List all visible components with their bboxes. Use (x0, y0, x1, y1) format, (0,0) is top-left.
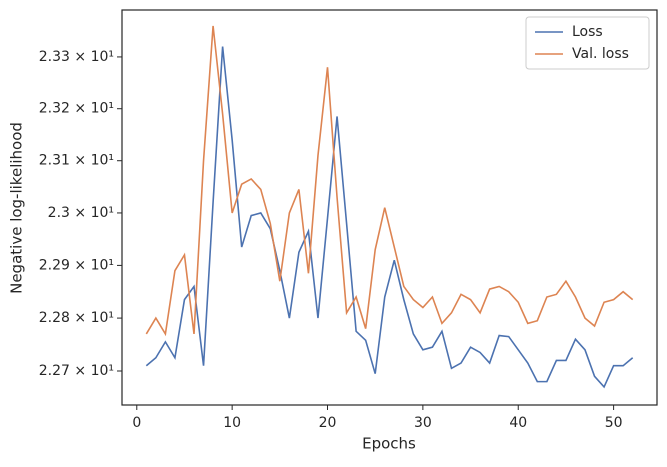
y-tick-label: 2.32 × 10¹ (39, 101, 114, 117)
x-tick-label: 50 (605, 415, 623, 431)
legend-label: Val. loss (572, 46, 629, 62)
y-tick-label: 2.29 × 10¹ (39, 257, 114, 273)
x-tick-label: 40 (509, 415, 527, 431)
x-tick-label: 30 (414, 415, 432, 431)
x-axis-label: Epochs (362, 435, 416, 453)
legend-box (525, 16, 650, 70)
plot-frame (121, 9, 658, 406)
x-tick-label: 20 (319, 415, 337, 431)
legend-label: Loss (572, 24, 603, 40)
y-tick-label: 2.27 × 10¹ (39, 363, 114, 379)
x-tick-label: 0 (132, 415, 141, 431)
y-tick-label: 2.33 × 10¹ (39, 49, 114, 65)
y-axis-label: Negative log-likelihood (8, 122, 26, 294)
y-tick-label: 2.3 × 10¹ (48, 205, 114, 221)
line-series (145, 46, 634, 389)
x-tick-label: 10 (223, 415, 241, 431)
line-series (145, 25, 634, 337)
y-tick-label: 2.31 × 10¹ (39, 153, 114, 169)
y-tick-label: 2.28 × 10¹ (39, 310, 114, 326)
